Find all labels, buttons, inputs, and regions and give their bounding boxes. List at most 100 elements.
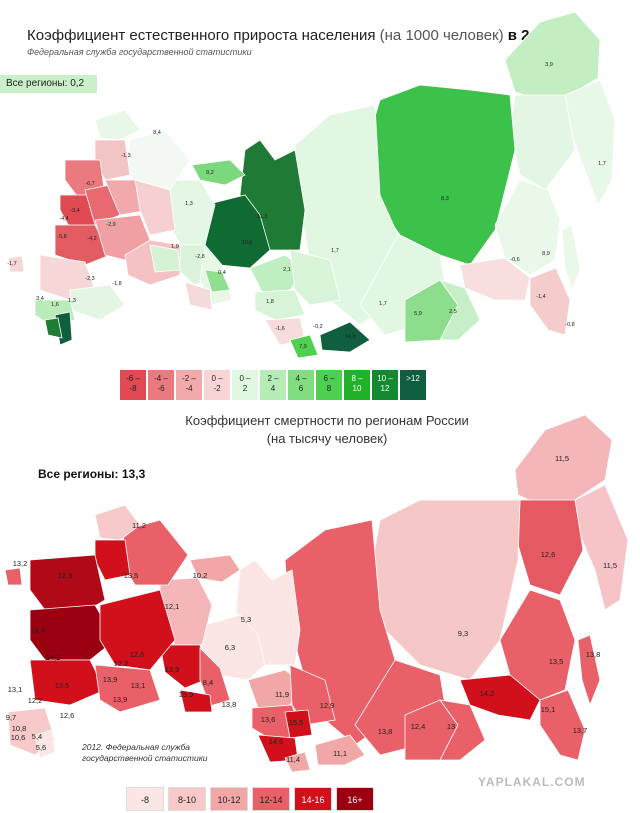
map1-value-label: 1,7 <box>598 161 606 167</box>
map2-value-label: 14,6 <box>269 737 284 746</box>
map1-value-label: -2,9 <box>106 222 115 228</box>
map1-legend-item: 8 – 10 <box>344 370 370 400</box>
map2-legend-item: 16+ <box>336 787 374 811</box>
map1-region-tuva <box>319 321 371 353</box>
map1-region-murmansk <box>94 109 141 141</box>
map2-value-label: 5,6 <box>36 743 46 752</box>
watermark: YAPLAKAL.COM <box>478 775 586 789</box>
map2-value-label: 13,6 <box>261 715 276 724</box>
map1-value-label: 3,9 <box>545 62 553 68</box>
map2-region-sakhalin <box>577 634 601 707</box>
map2-note-line1: 2012. Федеральная служба <box>82 742 191 752</box>
map1-value-label: 1,3 <box>68 298 76 304</box>
map2-value-label: 11,5 <box>603 561 617 570</box>
map1-value-label: -1,6 <box>275 326 284 332</box>
map1-region-sakhalin <box>561 224 581 292</box>
map2-value-label: 13 <box>447 722 455 731</box>
map2-region-south <box>94 664 161 713</box>
map2-note-line2: государственной статистики <box>82 753 208 763</box>
map1-value-label: 1,3 <box>185 201 193 207</box>
map1-region-magadan <box>509 94 576 191</box>
map2-value-label: 12,6 <box>541 550 556 559</box>
map2-value-label: 12,2 <box>114 659 129 668</box>
map1-region-bashkir <box>204 269 231 293</box>
map1-value-label: -2,8 <box>195 254 204 260</box>
map1-legend-item: 4 – 6 <box>288 370 314 400</box>
map1-value-label: 2,1 <box>283 267 291 273</box>
map2-value-label: 14,2 <box>480 689 495 698</box>
map1-value-label: -0,2 <box>313 324 322 330</box>
map2-value-label: 11,4 <box>286 755 300 764</box>
map1-value-label: 1,8 <box>266 299 274 305</box>
map2-value-label: 11,5 <box>555 454 569 463</box>
map2-value-label: 13,5 <box>124 571 139 580</box>
map2-value-label: 10,2 <box>193 571 208 580</box>
map1-title-main: Коэффициент естественного прироста насел… <box>27 27 376 44</box>
map1-value-label: 1,7 <box>379 301 387 307</box>
map2-value-label: 12,4 <box>411 722 426 731</box>
map2-value-label: 13,1 <box>8 685 23 694</box>
map2-region-sverdlovsk <box>199 647 231 707</box>
map2-value-label: 13,9 <box>165 665 180 674</box>
map1-value-label: 7,9 <box>299 344 307 350</box>
map1-region-tomsk <box>289 249 341 306</box>
map2-value-labels: 11,5 12,6 11,5 9,3 13,8 13,5 14,2 15,1 13,7 13,8 1… <box>6 454 617 764</box>
map1-value-label: 8,4 <box>153 130 161 136</box>
map1-all-regions: Все регионы: 0,2 <box>0 75 97 93</box>
map1-value-label: -4,4 <box>59 216 68 222</box>
map2-region-tomsk <box>289 664 336 726</box>
map2-value-label: 5,4 <box>32 732 42 741</box>
map1-value-label: 8,9 <box>542 251 550 257</box>
map2-value-label: 13,2 <box>13 559 28 568</box>
map2-value-label: 15,5 <box>289 718 304 727</box>
map2-value-label: 11,2 <box>132 521 146 530</box>
map1-subtitle: Федеральная служба государственной стати… <box>27 47 252 57</box>
map1-value-label: -0,8 <box>565 322 574 328</box>
map2-value-label: 12,2 <box>28 696 43 705</box>
map1-value-label: 8,3 <box>441 196 449 202</box>
map2-value-label: 12,9 <box>320 701 335 710</box>
map2-value-label: 9,3 <box>458 629 468 638</box>
map1-value-label: 11,3 <box>257 214 267 220</box>
map1-legend-item: 0 – -2 <box>204 370 230 400</box>
map2-value-label: 14,2 <box>46 653 61 662</box>
map2-legend-item: 8-10 <box>168 787 206 811</box>
map1-value-label: 10,6 <box>242 240 253 246</box>
map2-region-chelyabinsk <box>179 689 213 713</box>
map1-region-kaliningrad <box>7 255 25 273</box>
map1-value-label: -0,6 <box>510 257 519 263</box>
map1-value-label: 1,9 <box>171 244 179 250</box>
map2-region-kemerovo <box>284 709 313 739</box>
map1-legend-item: 2 – 4 <box>260 370 286 400</box>
map2-legend-item: 14-16 <box>294 787 332 811</box>
map2-title-line2: (на тысячу человек) <box>266 431 388 446</box>
map2-region-kaliningrad <box>4 567 23 586</box>
map2-legend: -8 8-10 10-12 12-14 14-16 16+ <box>126 787 378 811</box>
map1-value-label: 8,2 <box>206 170 214 176</box>
map2-region-magadan <box>517 499 584 596</box>
map2-value-label: 12,1 <box>165 602 180 611</box>
map2-value-label: 12,6 <box>130 650 145 659</box>
map2-region-caucasus-east <box>34 729 56 759</box>
map1-region-zabaikal <box>438 279 481 341</box>
map2-value-label: 13,9 <box>103 675 118 684</box>
map1-value-label: -5,8 <box>57 234 66 240</box>
map2-value-label: 5,3 <box>241 615 251 624</box>
map2-legend-item: -8 <box>126 787 164 811</box>
map2-title-line1: Коэффициент смертности по регионам Росси… <box>185 413 469 428</box>
map1-region-tatarstan <box>149 244 181 273</box>
map2-region-zabaikal <box>439 699 486 761</box>
map2-region-nenets <box>189 554 241 583</box>
map1-value-label: 5,9 <box>414 311 422 317</box>
map2-region-chukotka <box>514 414 613 506</box>
map1-value-labels: 3,9 1,7 8,3 8,9 -0,6 -1,4 -0,8 11,3 10,6 1,7 1,7 5,… <box>7 62 606 350</box>
map1-value-label: -1,4 <box>536 294 545 300</box>
map2-value-label: 13,5 <box>549 657 564 666</box>
map1-legend-item: -4 – -6 <box>148 370 174 400</box>
map2-region-kamchatka <box>574 484 629 611</box>
map1-value-label: -2,3 <box>85 276 94 282</box>
map1-title-unit: (на 1000 человек) <box>379 27 504 44</box>
map2-value-label: 13,8 <box>586 650 601 659</box>
map2-all-regions: Все регионы: 13,3 <box>38 467 146 481</box>
